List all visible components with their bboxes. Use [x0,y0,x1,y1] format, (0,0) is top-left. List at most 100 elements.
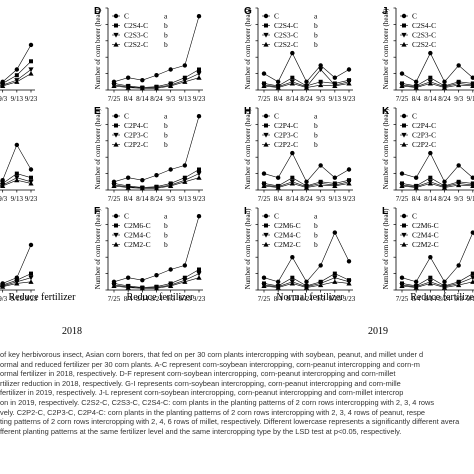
data-point-triangle-up [470,279,474,284]
data-point-triangle-up [332,83,338,88]
data-point-triangle-up [139,185,145,191]
data-point-triangle-up [182,179,188,184]
data-point-circle [275,279,281,284]
year-label-2018: 2018 [62,326,82,337]
x-tick-label: 8/24 [150,195,163,203]
data-point-triangle-up [399,83,405,88]
data-point-triangle-up [275,184,281,190]
data-point-triangle-up [346,180,352,186]
significance-letter: b [164,231,168,240]
legend-entry: C2S2-C [412,40,436,49]
fertilizer-label-f: Reduce fertilizer [127,292,195,303]
legend-entry: C2P4-C [124,121,148,130]
x-tick-label: 8/4 [124,95,133,103]
caption-line: ting patterns of 2 corn rows intercroppi… [0,417,460,427]
data-point-triangle-up [14,177,20,183]
data-point-triangle-down [28,275,34,281]
data-point-triangle-up [111,83,117,88]
legend-marker-circle [113,113,119,119]
x-tick-label: 9/23 [343,295,356,303]
data-point-triangle-up [289,80,295,86]
x-tick-label: 9/23 [25,195,38,203]
x-tick-label: 8/14 [286,95,299,103]
legend-marker-square [402,123,406,128]
x-tick-label: 8/14 [286,195,299,203]
panel-c: 7/258/48/148/249/39/139/23 [0,242,38,303]
legend-marker-triangle-up [401,241,407,247]
legend-marker-circle [263,13,269,19]
legend-marker-circle [401,13,407,19]
panel-letter: J [382,6,388,17]
caption-line: rtilizer reduction in 2018, respectively… [0,378,401,388]
x-tick-label: 9/13 [179,95,192,103]
data-point-triangle-up [303,284,310,290]
legend-entry: C2M4-C [274,231,301,240]
data-point-circle [346,67,352,72]
data-point-square [428,275,433,280]
data-point-triangle-down [196,71,202,77]
data-point-square [182,75,187,80]
x-tick-label: 9/3 [0,295,8,303]
panels-layer: 7/258/48/148/249/39/139/23abbb7/258/48/1… [0,6,474,303]
significance-letter: b [164,131,168,140]
caption-line: ormal and reduced fertilizer per 30 corn… [0,359,420,369]
data-point-circle [318,63,323,68]
x-tick-label: 8/24 [438,295,451,303]
significance-letter: b [314,240,318,249]
legend-marker-triangle-up [113,241,119,247]
significance-letter: a [164,112,168,121]
axis-lines [0,89,35,91]
data-point-circle [442,79,447,85]
x-tick-label: 8/4 [412,295,421,303]
legend-marker-square [402,223,406,228]
legend-marker-triangle-down [113,132,119,138]
figure-caption: of key herbivorous insect, Asian corn bo… [0,350,474,474]
legend-marker-square [264,23,268,28]
x-tick-label: 9/3 [316,95,325,103]
data-point-circle [428,50,433,56]
data-point-triangle-up [168,283,174,288]
data-point-circle [304,279,309,284]
x-tick-label: 9/13 [467,95,474,103]
data-point-square [14,171,19,176]
data-point-circle [346,259,352,264]
axis-lines [257,8,353,91]
x-tick-label: 8/4 [274,295,283,303]
x-tick-label: 9/3 [316,195,325,203]
panel-letter: G [244,6,252,17]
x-tick-label: 9/3 [454,95,463,103]
data-point-square [470,271,474,276]
data-point-circle [399,71,405,76]
data-point-triangle-up [346,280,352,286]
legend-marker-square [402,23,406,28]
data-point-square [332,271,337,276]
legend-entry: C2S4-C [124,21,148,30]
series-line-circle [401,52,474,83]
panel-f: 7/25 8/4 8/14 8/24 9/3 9/13 9/23 Number of corn… [94,206,206,303]
legend-marker-triangle-down [113,232,119,238]
legend-entry: C2P2-C [274,140,298,149]
caption-line: fferent planting patterns at the same fe… [0,426,402,436]
significance-letter: b [314,140,318,149]
legend-entry: C2P4-C [274,121,298,130]
legend-marker-circle [263,113,269,119]
data-point-triangle-up [125,84,131,90]
x-tick-label: 9/23 [193,295,206,303]
x-tick-label: 8/24 [300,95,313,103]
significance-letter: a [314,112,318,121]
data-point-circle [456,263,461,268]
data-point-triangle-up [139,285,145,291]
x-tick-label: 8/4 [124,195,133,203]
bottom-labels: Reduce fertilizer Reduce fertilizer Norm… [9,292,474,337]
data-point-circle [261,71,267,76]
x-tick-label: 7/25 [108,95,121,103]
data-point-circle [154,73,159,78]
x-tick-label: 9/23 [25,295,38,303]
x-tick-label: 8/24 [150,95,163,103]
data-point-triangle-up [441,284,448,290]
legend-marker-triangle-up [113,141,119,147]
year-label-2019: 2019 [368,326,388,337]
data-point-triangle-up [261,283,267,288]
data-point-circle [168,167,173,172]
legend-entry: C2M2-C [124,240,151,249]
